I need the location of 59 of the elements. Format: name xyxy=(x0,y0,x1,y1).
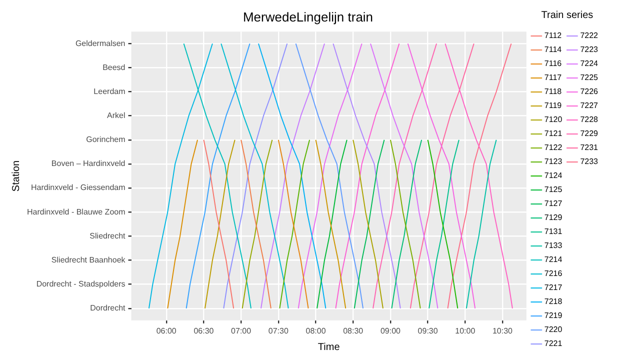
legend-label: 7214 xyxy=(544,255,563,264)
legend-label: 7122 xyxy=(544,143,563,152)
legend-title: Train series xyxy=(541,10,594,21)
legend-label: 7123 xyxy=(544,157,563,166)
x-tick-label: 10:00 xyxy=(455,326,476,336)
legend-label: 7216 xyxy=(544,269,563,278)
legend-label: 7226 xyxy=(580,87,599,96)
legend-label: 7217 xyxy=(544,283,563,292)
legend-label: 7228 xyxy=(580,115,599,124)
legend-label: 7133 xyxy=(544,241,563,250)
legend-label: 7112 xyxy=(544,31,562,40)
legend-label: 7116 xyxy=(544,59,562,68)
y-tick-label: Dordrecht xyxy=(90,304,126,313)
y-tick-label: Sliedrecht xyxy=(90,231,126,240)
x-tick-label: 08:00 xyxy=(306,326,326,336)
chart-title: MerwedeLingelijn train xyxy=(242,9,374,24)
x-tick-label: 07:30 xyxy=(268,326,289,336)
legend-label: 7127 xyxy=(544,199,563,208)
legend-label: 7117 xyxy=(544,73,562,82)
legend-label: 7114 xyxy=(544,45,562,54)
x-tick-label: 06:30 xyxy=(194,326,214,336)
x-tick-label: 09:00 xyxy=(380,326,402,336)
legend-label: 7121 xyxy=(544,129,563,138)
y-tick-label: Gorinchem xyxy=(86,135,126,144)
legend-label: 7219 xyxy=(544,311,563,320)
x-tick-label: 10:30 xyxy=(492,326,514,336)
y-tick-label: Beesd xyxy=(102,62,126,72)
legend-label: 7118 xyxy=(544,87,562,96)
y-tick-label: Dordrecht - Stadspolders xyxy=(36,280,126,289)
y-tick-label: Sliedrecht Baanhoek xyxy=(51,255,126,264)
legend-label: 7218 xyxy=(544,297,563,306)
legend-label: 7229 xyxy=(580,129,599,138)
y-tick-label: Boven – Hardinxveld xyxy=(51,159,126,168)
legend-label: 7131 xyxy=(544,227,563,236)
legend-label: 7119 xyxy=(544,101,562,110)
legend-label: 7125 xyxy=(544,185,563,194)
x-tick-label: 08:30 xyxy=(343,326,364,336)
legend-label: 7221 xyxy=(544,339,563,348)
x-tick-label: 06:00 xyxy=(156,326,177,336)
y-tick-label: Hardinxveld - Giessendam xyxy=(30,183,126,192)
legend-label: 7231 xyxy=(580,143,599,152)
legend-label: 7124 xyxy=(544,171,563,180)
legend-label: 7224 xyxy=(580,59,599,68)
legend-label: 7233 xyxy=(580,157,599,166)
y-tick-label: Hardinxveld - Blauwe Zoom xyxy=(26,207,126,216)
legend-label: 7129 xyxy=(544,213,563,222)
legend-label: 7225 xyxy=(580,73,599,82)
y-axis-title: Station xyxy=(10,160,22,192)
x-axis-title: Time xyxy=(318,342,340,353)
x-tick-label: 07:00 xyxy=(231,326,252,336)
legend-label: 7120 xyxy=(544,115,563,124)
y-tick-label: Geldermalsen xyxy=(75,38,126,48)
legend-label: 7227 xyxy=(580,101,599,110)
x-tick-label: 09:30 xyxy=(418,326,438,336)
legend-label: 7220 xyxy=(544,325,563,334)
legend-label: 7223 xyxy=(580,45,599,54)
y-tick-label: Arkel xyxy=(107,111,126,120)
y-tick-label: Leerdam xyxy=(94,86,126,96)
legend-label: 7222 xyxy=(580,31,599,40)
